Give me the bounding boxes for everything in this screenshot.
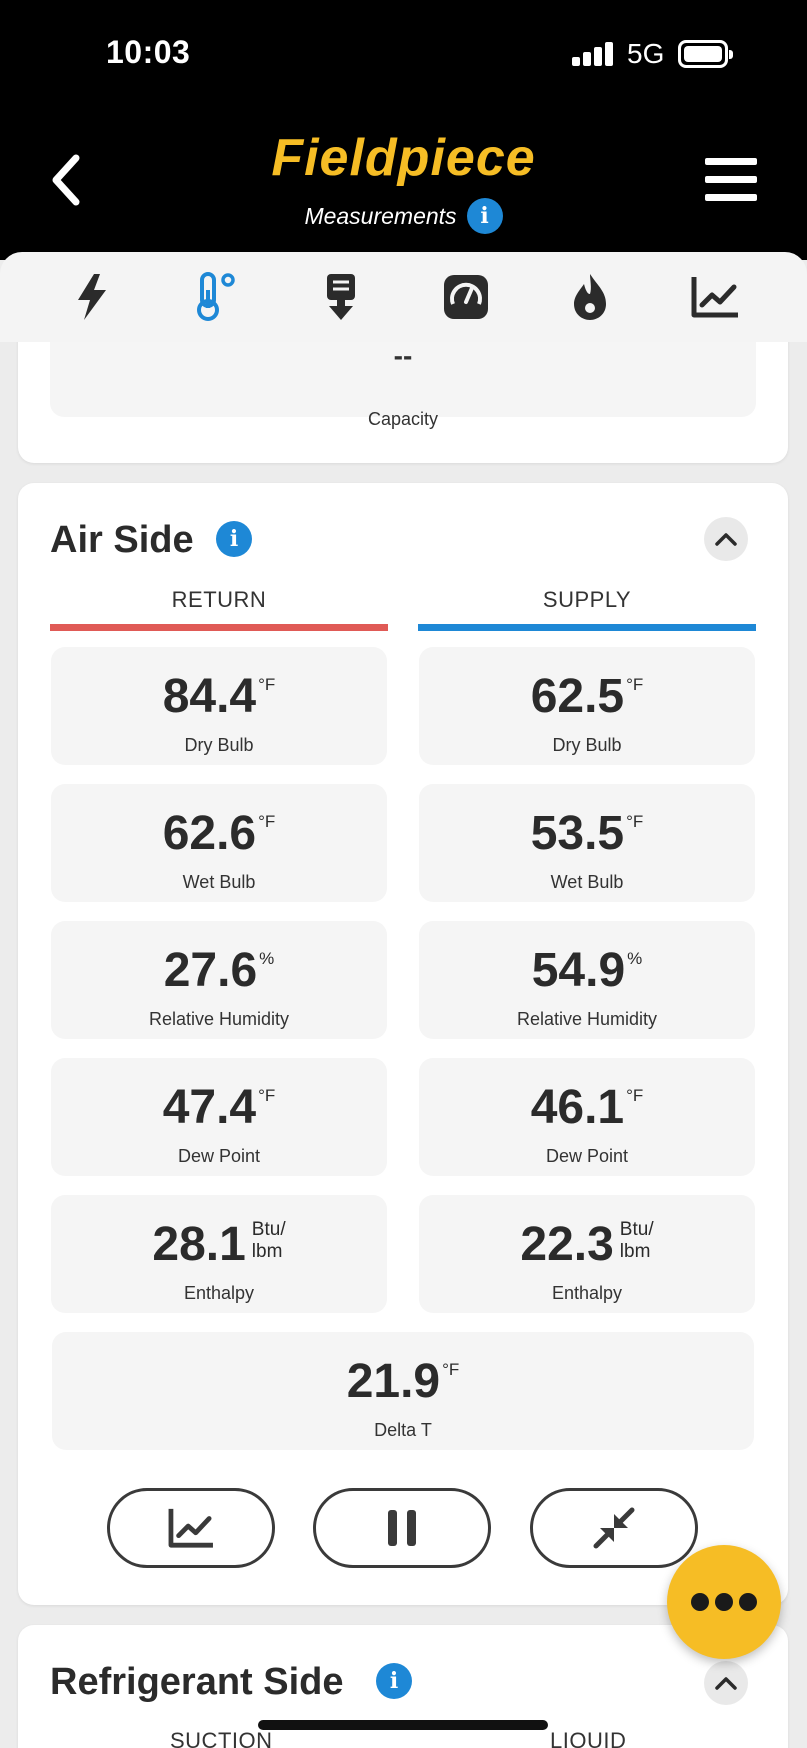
suction-column-header: SUCTION xyxy=(170,1728,273,1748)
tab-airflow[interactable] xyxy=(306,262,376,332)
tab-electrical[interactable] xyxy=(57,262,127,332)
reading-label: Dew Point xyxy=(545,1146,629,1166)
more-options-button[interactable] xyxy=(667,1545,781,1659)
return-dry-bulb-tile[interactable]: 84.4 °F Dry Bulb xyxy=(51,647,387,765)
reading-unit: °F xyxy=(626,675,644,694)
reading-label: Relative Humidity xyxy=(516,1009,658,1029)
collapse-view-button[interactable] xyxy=(530,1488,698,1568)
reading-unit: °F xyxy=(258,675,276,694)
liquid-column-header: LIQUID xyxy=(550,1728,627,1748)
supply-humidity-tile[interactable]: 54.9% Relative Humidity xyxy=(419,921,755,1039)
status-time: 10:03 xyxy=(106,34,191,70)
reading-value: 27.6 xyxy=(163,944,258,997)
reading-value: 62.6 xyxy=(162,807,257,860)
capacity-label: Capacity xyxy=(367,409,439,429)
reading-label: Delta T xyxy=(374,1420,432,1440)
air-side-card: Air Side i RETURN SUPPLY 84.4 °F Dry Bulb… xyxy=(18,483,788,1605)
unit-top: Btu/ xyxy=(251,1219,286,1240)
reading-label: Enthalpy xyxy=(183,1283,255,1303)
app-header: 10:03 5G Fieldpiece Measurements i xyxy=(0,0,807,260)
reading-unit: % xyxy=(627,949,643,968)
reading-unit: °F xyxy=(258,812,276,831)
unit-bottom: lbm xyxy=(251,1241,283,1262)
tab-charts[interactable] xyxy=(680,262,750,332)
return-enthalpy-tile[interactable]: 28.1 Btu/lbm Enthalpy xyxy=(51,1195,387,1313)
page-subtitle-row: Measurements i xyxy=(0,198,807,234)
refrigerant-side-card: Refrigerant Side i SUCTION LIQUID xyxy=(18,1625,788,1748)
capacity-value: -- xyxy=(393,340,413,371)
info-icon[interactable]: i xyxy=(466,198,503,234)
supply-wet-bulb-tile[interactable]: 53.5 °F Wet Bulb xyxy=(419,784,755,902)
reading-unit: °F xyxy=(626,1086,644,1105)
collapse-button[interactable] xyxy=(704,517,748,561)
reading-value: 21.9 xyxy=(346,1355,441,1408)
back-button[interactable] xyxy=(44,150,94,210)
section-title: Refrigerant Side xyxy=(50,1661,344,1703)
chevron-up-icon xyxy=(715,1677,737,1690)
tab-refrigerant[interactable] xyxy=(555,262,625,332)
reading-label: Enthalpy xyxy=(551,1283,623,1303)
reading-label: Wet Bulb xyxy=(182,872,256,892)
info-icon[interactable]: i xyxy=(216,521,252,557)
supply-enthalpy-tile[interactable]: 22.3 Btu/lbm Enthalpy xyxy=(419,1195,755,1313)
reading-label: Relative Humidity xyxy=(148,1009,290,1029)
reading-unit: °F xyxy=(258,1086,276,1105)
unit-top: Btu/ xyxy=(619,1219,654,1240)
chart-icon xyxy=(168,1508,213,1548)
chevron-left-icon xyxy=(52,154,80,206)
signal-icon xyxy=(572,42,613,66)
battery-icon xyxy=(678,40,733,68)
chart-button[interactable] xyxy=(107,1488,275,1568)
pause-button[interactable] xyxy=(313,1488,491,1568)
supply-column-header: SUPPLY xyxy=(542,587,632,612)
return-wet-bulb-tile[interactable]: 62.6 °F Wet Bulb xyxy=(51,784,387,902)
reading-value: 53.5 xyxy=(530,807,625,860)
return-humidity-tile[interactable]: 27.6% Relative Humidity xyxy=(51,921,387,1039)
network-label: 5G xyxy=(627,38,665,69)
reading-value: 54.9 xyxy=(531,944,626,997)
tab-pressure[interactable] xyxy=(431,262,501,332)
reading-value: 47.4 xyxy=(162,1081,257,1134)
lightning-icon xyxy=(78,274,107,320)
reading-value: 22.3 xyxy=(520,1218,614,1271)
brand-logo: Fieldpiece xyxy=(271,129,536,187)
chart-icon xyxy=(691,277,738,318)
reading-label: Dry Bulb xyxy=(552,735,622,755)
return-dew-point-tile[interactable]: 47.4 °F Dew Point xyxy=(51,1058,387,1176)
flame-icon xyxy=(574,274,607,320)
thermometer-icon xyxy=(196,272,235,321)
section-title: Air Side xyxy=(50,519,194,561)
reading-value: 84.4 xyxy=(162,670,257,723)
menu-button[interactable] xyxy=(705,158,757,202)
unit-bottom: lbm xyxy=(619,1241,651,1262)
reading-label: Wet Bulb xyxy=(550,872,624,892)
return-color-bar xyxy=(50,624,388,631)
reading-unit: % xyxy=(259,949,275,968)
reading-label: Dew Point xyxy=(177,1146,261,1166)
download-icon xyxy=(327,274,356,320)
reading-value: 46.1 xyxy=(530,1081,625,1134)
more-dots-icon xyxy=(691,1593,709,1611)
supply-color-bar xyxy=(418,624,756,631)
tab-temperature[interactable] xyxy=(182,262,252,332)
supply-dew-point-tile[interactable]: 46.1 °F Dew Point xyxy=(419,1058,755,1176)
chevron-up-icon xyxy=(715,533,737,546)
reading-unit: °F xyxy=(442,1360,460,1379)
info-icon[interactable]: i xyxy=(376,1663,412,1699)
reading-unit: °F xyxy=(626,812,644,831)
delta-t-tile[interactable]: 21.9 °F Delta T xyxy=(52,1332,754,1450)
reading-label: Dry Bulb xyxy=(184,735,254,755)
minimize-icon xyxy=(593,1507,635,1549)
reading-value: 28.1 xyxy=(152,1218,246,1271)
collapse-button[interactable] xyxy=(704,1661,748,1705)
gauge-icon xyxy=(443,275,488,319)
reading-value: 62.5 xyxy=(530,670,625,723)
supply-dry-bulb-tile[interactable]: 62.5 °F Dry Bulb xyxy=(419,647,755,765)
page-subtitle: Measurements xyxy=(304,202,457,229)
home-indicator[interactable] xyxy=(258,1720,548,1730)
category-tab-bar xyxy=(0,252,807,342)
return-column-header: RETURN xyxy=(171,587,267,612)
pause-icon xyxy=(388,1510,416,1546)
